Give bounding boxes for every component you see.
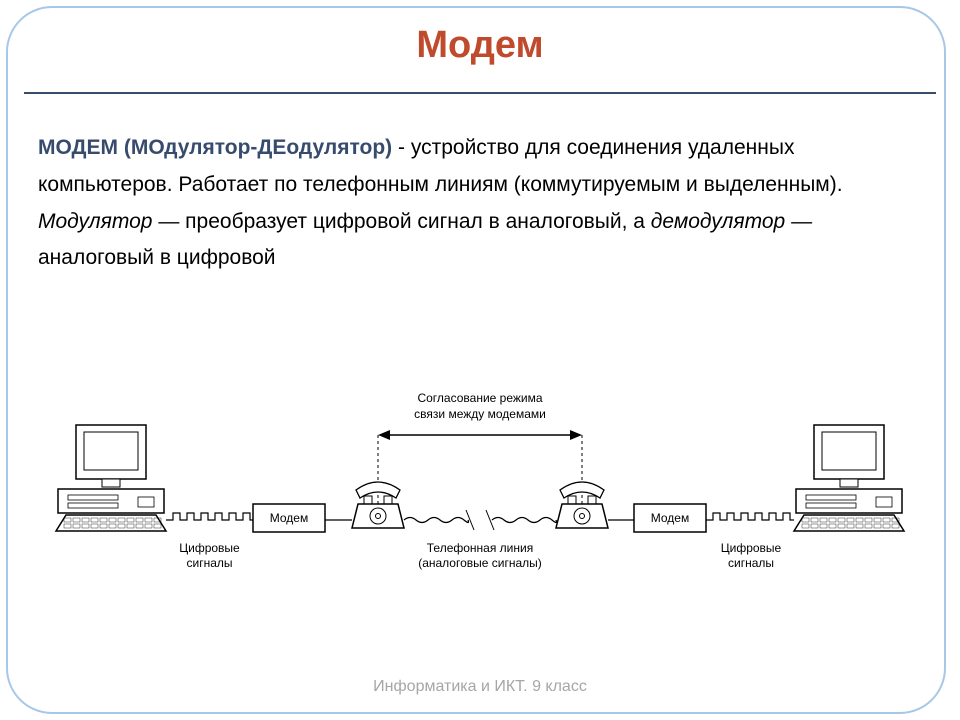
dash: - [392, 136, 411, 159]
slide-title: Модем [0, 24, 960, 67]
svg-text:Телефонная линия: Телефонная линия [427, 541, 533, 555]
svg-text:Модем: Модем [270, 511, 308, 525]
ital-a: Модулятор [38, 210, 153, 233]
body-text: МОДЕМ (МОдулятор-ДЕодулятор) - устройств… [38, 130, 922, 277]
text-b: — преобразует цифровой сигнал в аналогов… [153, 210, 651, 233]
ital-b: демодулятор [651, 210, 785, 233]
svg-text:сигналы: сигналы [728, 556, 774, 570]
svg-text:Цифровые: Цифровые [721, 541, 782, 555]
title-rule [24, 92, 936, 94]
lead-term: МОДЕМ [38, 136, 118, 159]
svg-text:Цифровые: Цифровые [179, 541, 240, 555]
slide-footer: Информатика и ИКТ. 9 класс [0, 678, 960, 696]
modem-diagram: Согласование режима связи между модемами М… [38, 380, 922, 610]
svg-text:(аналоговые сигналы): (аналоговые сигналы) [418, 556, 542, 570]
svg-text:сигналы: сигналы [186, 556, 232, 570]
svg-text:связи между модемами: связи между модемами [414, 407, 546, 421]
svg-text:Согласование режима: Согласование режима [417, 391, 542, 405]
svg-text:Модем: Модем [651, 511, 689, 525]
lead-paren: (МОдулятор-ДЕодулятор) [124, 136, 392, 159]
